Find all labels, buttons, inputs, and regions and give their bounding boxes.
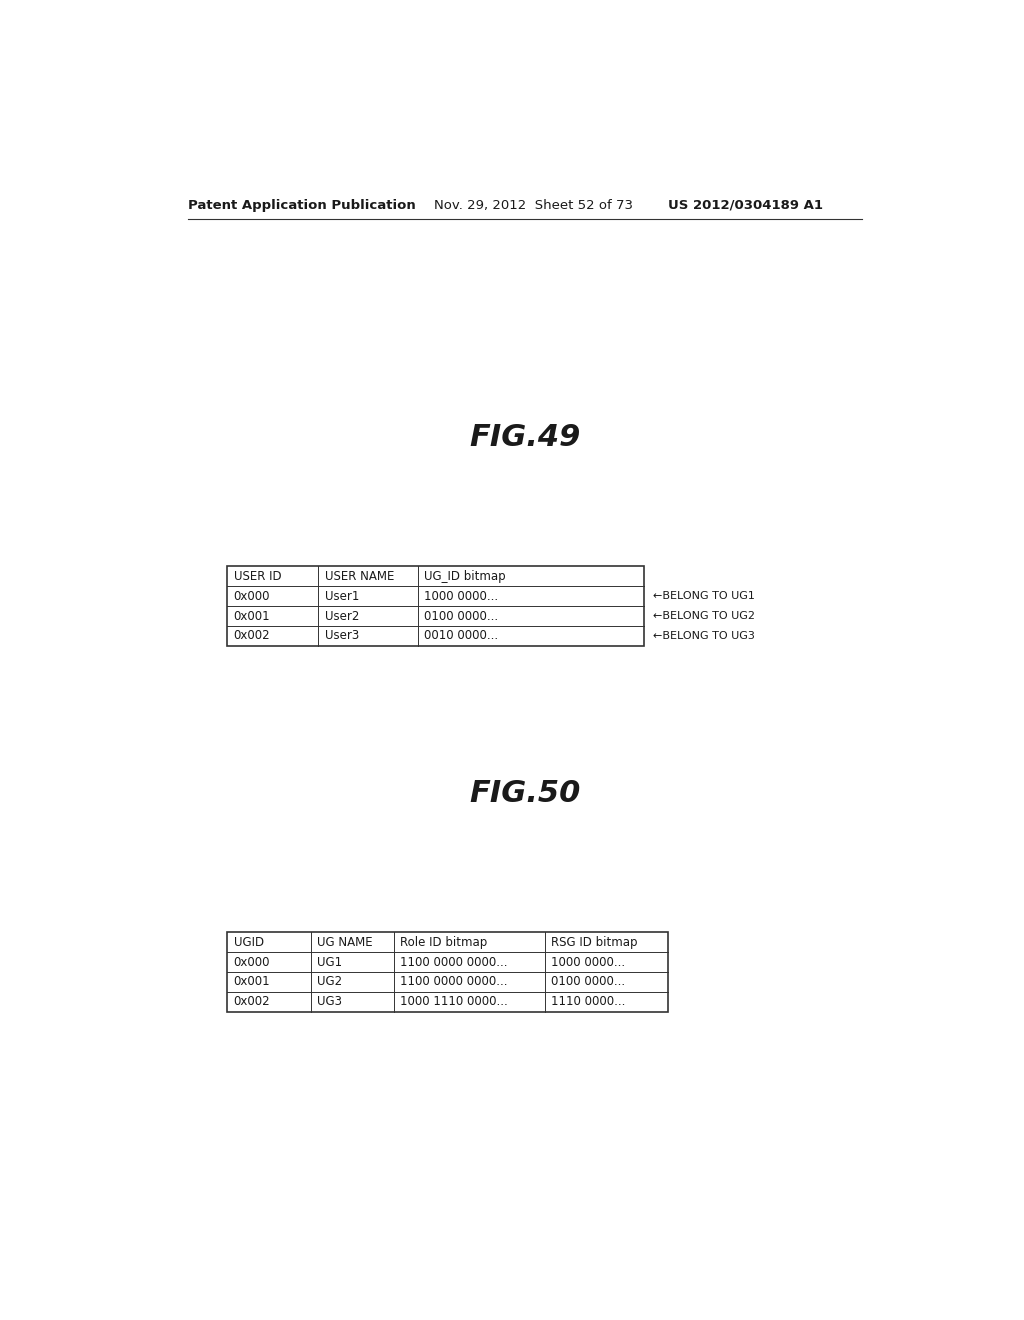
Text: 0x000: 0x000 [233, 590, 270, 603]
Text: UG_ID bitmap: UG_ID bitmap [424, 570, 506, 583]
Text: 0100 0000...: 0100 0000... [424, 610, 498, 623]
Text: 0x001: 0x001 [233, 975, 270, 989]
Text: US 2012/0304189 A1: US 2012/0304189 A1 [668, 198, 822, 211]
Text: 1000 1110 0000...: 1000 1110 0000... [400, 995, 508, 1008]
Text: 1000 0000...: 1000 0000... [551, 956, 625, 969]
Text: 1100 0000 0000...: 1100 0000 0000... [400, 975, 508, 989]
Text: USER NAME: USER NAME [325, 570, 394, 583]
Text: Patent Application Publication: Patent Application Publication [187, 198, 416, 211]
Text: User3: User3 [325, 630, 359, 643]
Text: UG1: UG1 [316, 956, 342, 969]
Text: 0x002: 0x002 [233, 995, 270, 1008]
Text: Nov. 29, 2012  Sheet 52 of 73: Nov. 29, 2012 Sheet 52 of 73 [433, 198, 633, 211]
Text: 0x000: 0x000 [233, 956, 270, 969]
Text: RSG ID bitmap: RSG ID bitmap [551, 936, 638, 949]
Text: 0100 0000...: 0100 0000... [551, 975, 625, 989]
Text: 1000 0000...: 1000 0000... [424, 590, 498, 603]
Text: UG3: UG3 [316, 995, 342, 1008]
Text: Role ID bitmap: Role ID bitmap [400, 936, 487, 949]
Text: User1: User1 [325, 590, 359, 603]
Text: FIG.49: FIG.49 [469, 424, 581, 453]
Text: FIG.50: FIG.50 [469, 779, 581, 808]
Text: ←BELONG TO UG3: ←BELONG TO UG3 [653, 631, 756, 640]
Text: UGID: UGID [233, 936, 263, 949]
Text: 0010 0000...: 0010 0000... [424, 630, 498, 643]
Bar [227, 932, 668, 1011]
Text: UG NAME: UG NAME [316, 936, 373, 949]
Text: 0x002: 0x002 [233, 630, 270, 643]
Text: 1100 0000 0000...: 1100 0000 0000... [400, 956, 508, 969]
Text: USER ID: USER ID [233, 570, 282, 583]
Bar [227, 566, 644, 645]
Text: 0x001: 0x001 [233, 610, 270, 623]
Text: 1110 0000...: 1110 0000... [551, 995, 626, 1008]
Text: ←BELONG TO UG1: ←BELONG TO UG1 [653, 591, 756, 601]
Text: ←BELONG TO UG2: ←BELONG TO UG2 [653, 611, 756, 620]
Text: UG2: UG2 [316, 975, 342, 989]
Text: User2: User2 [325, 610, 359, 623]
